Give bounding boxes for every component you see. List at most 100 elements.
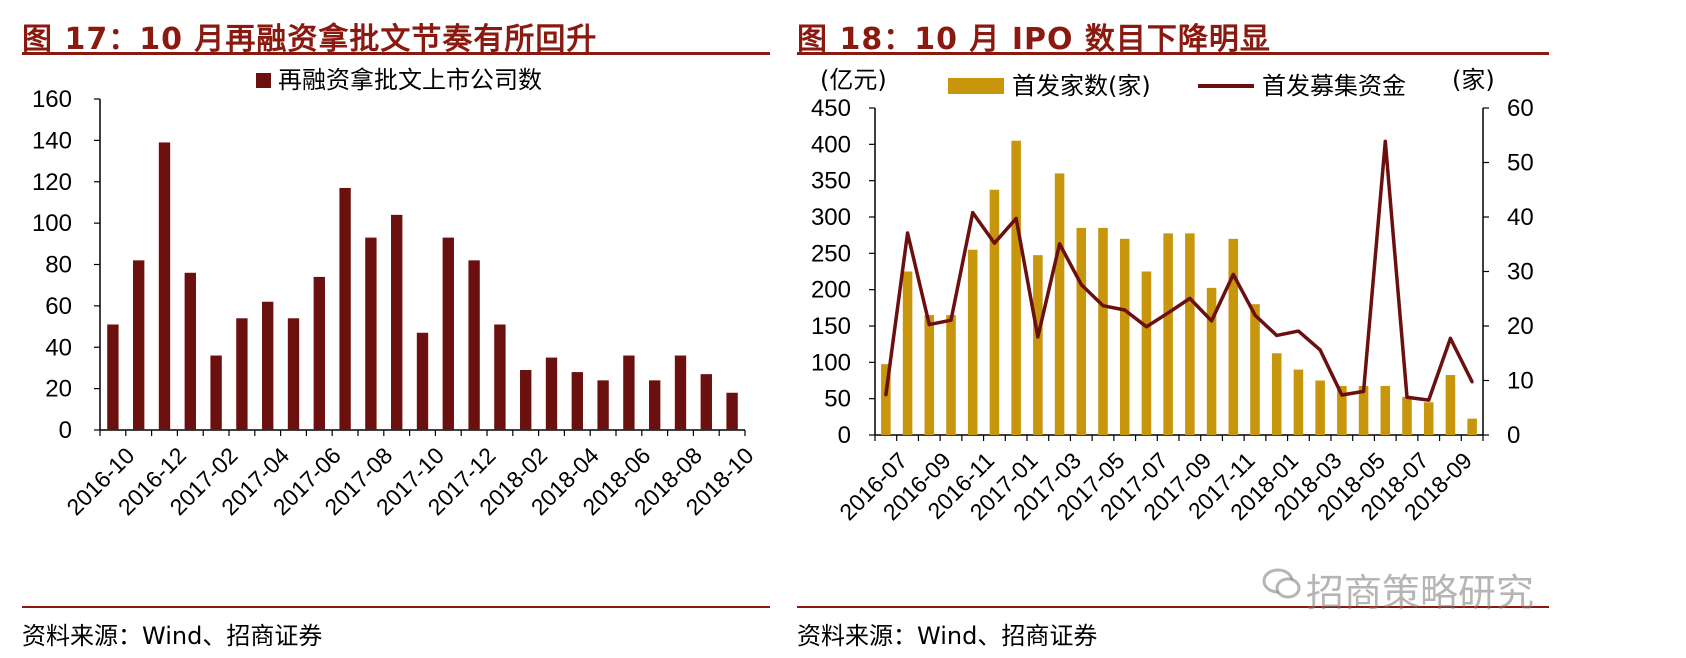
- right-line-point: [1427, 398, 1431, 402]
- right-bar: [1445, 375, 1456, 435]
- left-bar: [674, 355, 687, 430]
- right-bar: [902, 271, 913, 435]
- left-title-rule: [22, 52, 770, 55]
- left-bar: [416, 332, 429, 430]
- left-y-tick-label: 40: [45, 334, 72, 361]
- left-bar-chart: 0204060801001201401602016-102016-122017-…: [32, 66, 759, 520]
- right-legend-bar-swatch: [948, 78, 1004, 94]
- right-line-point: [884, 393, 888, 397]
- right-title-rule: [797, 52, 1549, 55]
- right-bar: [881, 364, 891, 435]
- right-line-point: [1123, 308, 1127, 312]
- right-left-tick-label: 50: [824, 386, 851, 413]
- left-bar: [726, 392, 738, 430]
- right-line-point: [1340, 393, 1344, 397]
- left-bar: [210, 355, 222, 430]
- left-bar: [365, 237, 377, 430]
- right-line-point: [1144, 325, 1148, 329]
- left-bar: [545, 357, 558, 430]
- left-bar: [391, 214, 403, 430]
- right-line-point: [927, 323, 931, 327]
- right-left-tick-label: 150: [811, 313, 851, 340]
- right-source-note: 资料来源：Wind、招商证券: [797, 622, 1098, 650]
- right-right-tick-label: 60: [1507, 95, 1534, 122]
- right-bar: [1423, 402, 1434, 435]
- right-bar: [1467, 418, 1477, 435]
- left-bar: [133, 260, 145, 430]
- right-line-point: [1166, 311, 1170, 315]
- right-chart-title: 图 18：10 月 IPO 数目下降明显: [797, 22, 1271, 57]
- right-line-point: [1383, 139, 1387, 143]
- right-bar: [1337, 385, 1347, 435]
- right-right-tick-label: 50: [1507, 150, 1534, 177]
- right-legend-line-label: 首发募集资金: [1262, 72, 1406, 100]
- right-bar: [1358, 385, 1369, 435]
- right-left-tick-label: 200: [811, 277, 851, 304]
- right-line-point: [1058, 242, 1062, 246]
- right-line-point: [1210, 319, 1214, 323]
- right-bar: [946, 315, 956, 435]
- left-bar: [313, 276, 325, 430]
- left-legend-label: 再融资拿批文上市公司数: [278, 66, 542, 94]
- right-bar: [1271, 353, 1282, 435]
- right-combo-chart: 0 50 100 150 200 250 300 350 400 450 0 10 20 30 40 50 60…: [811, 66, 1534, 525]
- watermark-text: 招商策略研究: [1306, 571, 1535, 615]
- left-bar: [623, 355, 635, 430]
- left-bar: [700, 374, 712, 430]
- right-right-tick-label: 10: [1507, 368, 1534, 395]
- right-bar: [967, 249, 978, 435]
- left-bar: [107, 324, 119, 430]
- left-y-tick-label: 140: [32, 127, 72, 154]
- right-line-point: [1318, 348, 1322, 352]
- right-line-point: [1405, 395, 1409, 399]
- left-y-tick-label: 160: [32, 86, 72, 113]
- right-bar: [1033, 255, 1043, 435]
- right-bar: [989, 189, 1000, 435]
- right-line-point: [1470, 380, 1474, 384]
- right-line-point: [1275, 333, 1279, 337]
- right-left-tick-label: 250: [811, 240, 851, 267]
- right-bar: [1011, 140, 1021, 435]
- right-legend-bar-label: 首发家数(家): [1012, 72, 1151, 100]
- left-bar: [262, 301, 274, 430]
- left-bar: [158, 142, 171, 430]
- right-bar: [1250, 304, 1260, 435]
- left-bar: [184, 272, 196, 430]
- right-line-point: [1036, 335, 1040, 339]
- left-bar: [597, 380, 609, 430]
- right-left-tick-label: 400: [811, 131, 851, 158]
- right-right-tick-label: 20: [1507, 313, 1534, 340]
- left-bar: [571, 372, 583, 430]
- right-line-point: [971, 211, 975, 215]
- left-bar: [494, 324, 506, 430]
- left-bar: [520, 370, 532, 430]
- left-source-note: 资料来源：Wind、招商证券: [22, 622, 323, 650]
- left-chart-title: 图 17：10 月再融资拿批文节奏有所回升: [22, 22, 598, 57]
- right-line-point: [1253, 313, 1257, 317]
- right-line-point: [1188, 296, 1192, 300]
- right-bar: [1185, 233, 1195, 435]
- right-left-tick-label: 350: [811, 168, 851, 195]
- right-left-tick-label: 100: [811, 349, 851, 376]
- right-line-point: [1231, 272, 1235, 276]
- left-y-tick-label: 0: [59, 417, 72, 444]
- right-left-tick-label: 300: [811, 204, 851, 231]
- left-bar: [287, 318, 300, 430]
- right-bar: [1402, 396, 1412, 435]
- right-line-point: [949, 318, 953, 322]
- right-right-tick-label: 0: [1507, 422, 1520, 449]
- right-right-tick-label: 30: [1507, 259, 1534, 286]
- right-bar: [1315, 380, 1325, 435]
- left-y-tick-label: 80: [45, 252, 72, 279]
- right-footer-rule: [797, 606, 1549, 608]
- right-left-axis-unit: (亿元): [820, 66, 887, 94]
- left-y-tick-label: 120: [32, 169, 72, 196]
- right-right-axis-unit: (家): [1452, 66, 1495, 94]
- right-line-point: [1079, 283, 1083, 287]
- right-bar: [1163, 233, 1173, 435]
- right-line-point: [1014, 216, 1018, 220]
- right-bar: [1054, 173, 1065, 435]
- left-bar: [649, 380, 661, 430]
- right-bar: [1206, 287, 1217, 435]
- right-right-tick-label: 40: [1507, 204, 1534, 231]
